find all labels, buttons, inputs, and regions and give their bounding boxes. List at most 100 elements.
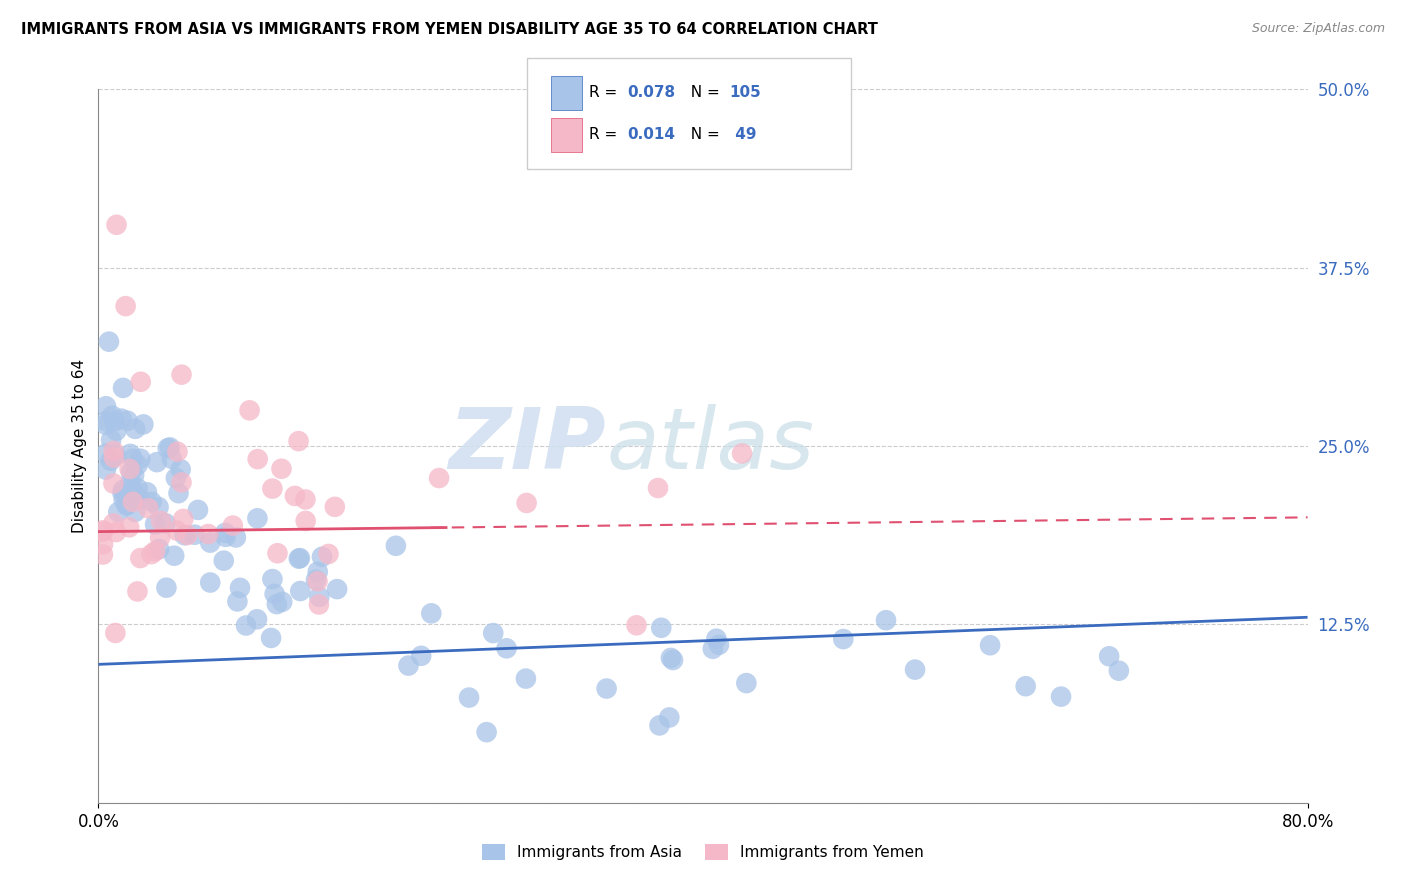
Point [114, 299, 136, 313]
Point [170, 368, 193, 382]
Point [167, 486, 190, 500]
Point [122, 468, 145, 483]
Point [120, 447, 142, 461]
Point [124, 422, 146, 436]
Point [262, 572, 284, 586]
Point [156, 442, 179, 456]
Text: 0.014: 0.014 [627, 128, 675, 142]
Point [160, 451, 183, 466]
Point [515, 672, 537, 686]
Point [94, 414, 117, 428]
Point [246, 452, 269, 467]
Point [148, 542, 170, 557]
Point [104, 524, 127, 539]
Point [311, 549, 333, 564]
Point [115, 499, 138, 513]
Point [235, 618, 257, 632]
Point [658, 710, 681, 724]
Point [122, 495, 145, 509]
Point [595, 681, 617, 696]
Point [100, 454, 122, 468]
Point [979, 638, 1001, 652]
Point [136, 501, 159, 516]
Point [318, 547, 340, 561]
Point [165, 471, 187, 485]
Point [516, 496, 538, 510]
Point [155, 516, 177, 531]
Point [225, 531, 247, 545]
Point [149, 531, 172, 545]
Point [170, 462, 193, 476]
Point [120, 475, 142, 490]
Text: ZIP: ZIP [449, 404, 606, 488]
Point [475, 725, 498, 739]
Point [287, 434, 309, 449]
Point [246, 511, 269, 525]
Point [495, 641, 517, 656]
Point [127, 458, 149, 472]
Point [105, 424, 128, 438]
Point [111, 486, 134, 500]
Point [263, 587, 285, 601]
Point [260, 631, 283, 645]
Point [626, 618, 648, 632]
Point [706, 632, 728, 646]
Point [107, 505, 129, 519]
Point [112, 381, 135, 395]
Point [707, 638, 730, 652]
Point [163, 549, 186, 563]
Point [270, 462, 292, 476]
Point [385, 539, 408, 553]
Legend: Immigrants from Asia, Immigrants from Yemen: Immigrants from Asia, Immigrants from Ye… [475, 838, 931, 866]
Point [166, 524, 188, 538]
Point [183, 527, 205, 541]
Point [129, 551, 152, 566]
Point [427, 471, 450, 485]
Point [118, 495, 141, 509]
Point [121, 481, 143, 495]
Point [118, 520, 141, 534]
Point [132, 417, 155, 432]
Text: N =: N = [681, 128, 724, 142]
Point [904, 663, 927, 677]
Point [170, 475, 193, 490]
Point [214, 525, 236, 540]
Point [832, 632, 855, 646]
Text: N =: N = [681, 86, 724, 100]
Point [141, 547, 163, 561]
Point [94, 447, 117, 461]
Point [875, 613, 897, 627]
Point [307, 574, 329, 589]
Point [735, 676, 758, 690]
Point [104, 626, 127, 640]
Point [200, 575, 222, 590]
Point [117, 486, 139, 500]
Point [120, 465, 142, 479]
Point [1015, 679, 1038, 693]
Point [129, 375, 152, 389]
Point [288, 551, 311, 566]
Point [101, 409, 124, 423]
Point [239, 403, 262, 417]
Point [420, 607, 443, 621]
Text: atlas: atlas [606, 404, 814, 488]
Text: IMMIGRANTS FROM ASIA VS IMMIGRANTS FROM YEMEN DISABILITY AGE 35 TO 64 CORRELATIO: IMMIGRANTS FROM ASIA VS IMMIGRANTS FROM … [21, 22, 877, 37]
Text: 49: 49 [730, 128, 756, 142]
Point [172, 512, 194, 526]
Point [110, 411, 132, 425]
Point [176, 528, 198, 542]
Point [308, 590, 330, 604]
Point [271, 595, 294, 609]
Point [650, 621, 672, 635]
Point [222, 518, 245, 533]
Point [246, 612, 269, 626]
Point [91, 524, 114, 539]
Point [159, 441, 181, 455]
Point [124, 505, 146, 519]
Point [294, 514, 316, 528]
Point [166, 444, 188, 458]
Point [187, 503, 209, 517]
Point [115, 498, 138, 512]
Point [323, 500, 346, 514]
Point [150, 514, 173, 528]
